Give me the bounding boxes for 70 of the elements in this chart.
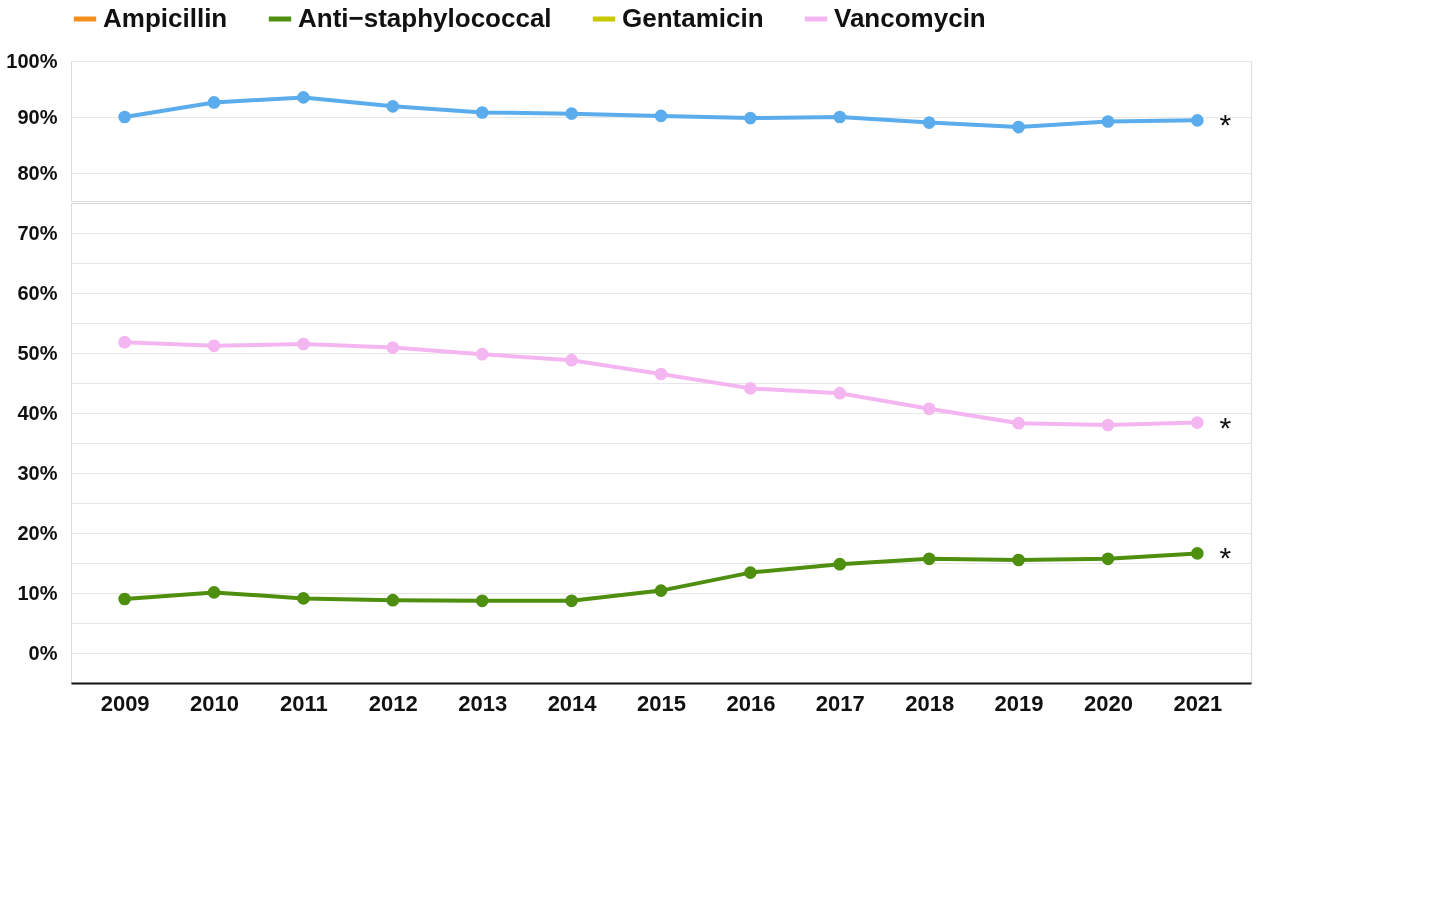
point <box>565 353 578 367</box>
point <box>565 594 578 608</box>
point <box>744 111 757 125</box>
point <box>297 592 310 605</box>
point <box>1012 553 1025 567</box>
point <box>386 100 400 113</box>
point <box>475 594 489 608</box>
y-tick-label: 60% <box>17 281 58 304</box>
point <box>654 109 668 123</box>
point <box>297 91 310 104</box>
annotation: * <box>1219 410 1232 444</box>
x-tick-label: 2010 <box>190 690 240 716</box>
y-tick-label: 100% <box>6 49 58 72</box>
point <box>833 557 847 571</box>
legend-label: Anti−staphylococcal <box>298 3 552 33</box>
legend-label: Ampicillin <box>103 3 228 33</box>
point <box>922 402 936 416</box>
point <box>207 96 221 109</box>
legend-label: Gentamicin <box>622 3 764 33</box>
point <box>1012 416 1025 430</box>
point <box>744 566 757 579</box>
point <box>1191 114 1204 127</box>
x-tick-label: 2014 <box>547 690 598 716</box>
x-tick-label: 2011 <box>280 690 328 716</box>
point <box>118 110 131 124</box>
point <box>118 335 131 349</box>
point <box>386 593 400 607</box>
annotation: * <box>1219 541 1232 575</box>
point <box>1012 120 1025 134</box>
point <box>654 584 668 597</box>
annotation: * <box>1219 108 1232 142</box>
point <box>1101 115 1115 128</box>
x-tick-label: 2012 <box>368 690 418 716</box>
point <box>1191 547 1204 560</box>
point <box>922 116 936 129</box>
point <box>565 107 578 120</box>
point <box>207 339 221 353</box>
y-tick-label: 10% <box>17 581 58 604</box>
y-tick-label: 0% <box>28 641 58 664</box>
x-tick-label: 2013 <box>458 690 508 716</box>
point <box>833 110 847 124</box>
point <box>1101 552 1115 566</box>
legend-label: Vancomycin <box>834 3 986 33</box>
point <box>1101 418 1115 432</box>
x-tick-label: 2021 <box>1173 690 1223 716</box>
x-tick-label: 2019 <box>994 690 1044 716</box>
y-tick-label: 20% <box>17 521 58 544</box>
point <box>386 341 400 354</box>
point <box>297 337 310 351</box>
point <box>475 106 489 119</box>
point <box>654 367 668 381</box>
y-tick-label: 30% <box>17 461 58 484</box>
y-tick-label: 70% <box>17 221 58 244</box>
x-tick-label: 2016 <box>726 690 776 716</box>
y-tick-label: 40% <box>17 401 58 424</box>
x-tick-label: 2015 <box>637 690 686 716</box>
y-tick-label: 50% <box>17 341 58 364</box>
point <box>833 386 847 400</box>
y-tick-label: 80% <box>17 161 58 184</box>
x-tick-label: 2017 <box>815 690 865 716</box>
point <box>118 592 131 606</box>
x-tick-label: 2020 <box>1083 690 1133 716</box>
point <box>207 586 221 599</box>
x-tick-label: 2018 <box>905 690 955 716</box>
x-tick-label: 2009 <box>100 690 150 716</box>
point <box>744 382 757 395</box>
point <box>922 552 936 566</box>
point <box>1191 416 1204 429</box>
y-tick-label: 90% <box>17 105 58 128</box>
point <box>475 347 489 361</box>
